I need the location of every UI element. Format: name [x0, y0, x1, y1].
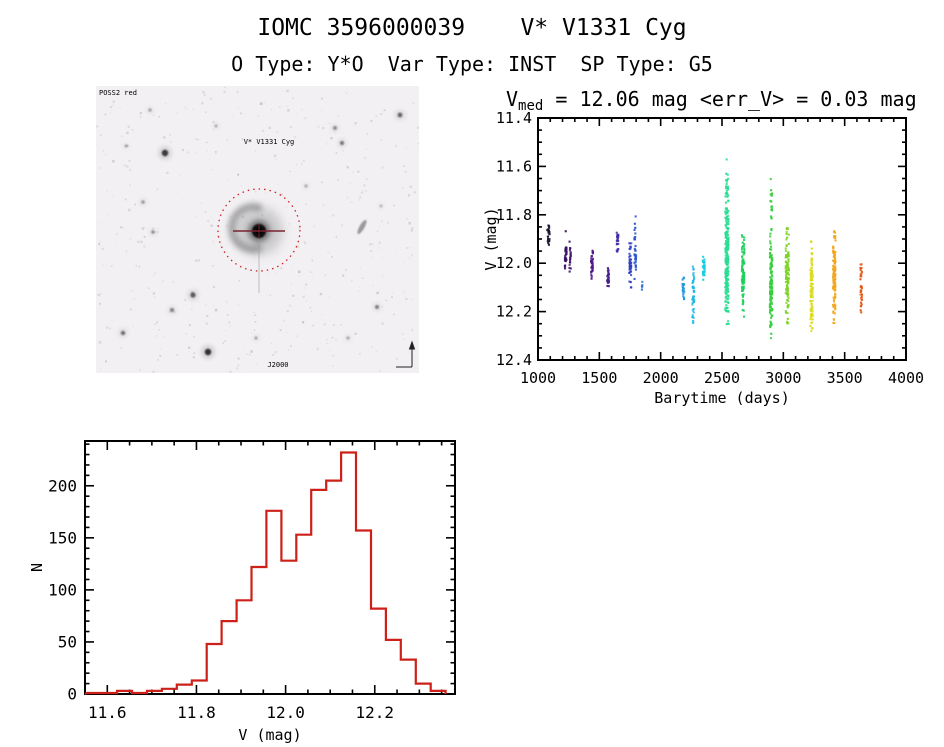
star [170, 308, 174, 312]
y-tick-label: 200 [48, 476, 77, 495]
lightcurve-plot: 1000 1500 2000 2500 3000 3500 4000 11.4 11.6 11.8… [482, 87, 924, 407]
axis-labels: 1000 1500 2000 2500 3000 3500 4000 11.4 11.6 11.8… [482, 87, 924, 407]
y-tick-label: 11.6 [496, 157, 532, 175]
y-tick-label: 100 [48, 580, 77, 599]
observation-cluster [701, 255, 706, 281]
page-title: IOMC 3596000039 V* V1331 Cyg [257, 15, 687, 41]
star [346, 336, 350, 340]
star [190, 292, 196, 298]
page-subtitle: O Type: Y*O Var Type: INST SP Type: G5 [231, 52, 713, 76]
observation-cluster [724, 158, 730, 326]
x-tick-label: 1500 [581, 369, 617, 387]
star [151, 230, 155, 234]
x-tick-label: 3000 [765, 369, 801, 387]
star [397, 112, 403, 118]
x-axis-title: V (mag) [238, 726, 301, 744]
y-tick-label: 150 [48, 528, 77, 547]
histogram-steps [84, 451, 447, 696]
observation-cluster [633, 215, 638, 280]
star [379, 204, 383, 208]
observation-cluster [859, 263, 863, 314]
star [254, 336, 258, 340]
observation-cluster [568, 240, 572, 273]
observation-cluster [628, 242, 633, 289]
axes [84, 440, 456, 695]
x-tick-label: 2500 [704, 369, 740, 387]
observation-cluster [691, 265, 696, 324]
observation-cluster [768, 178, 774, 340]
y-axis-title: N [28, 563, 46, 572]
observation-cluster [546, 224, 551, 246]
y-tick-label: 50 [58, 632, 77, 651]
y-tick-label: 11.4 [496, 109, 532, 127]
star [304, 184, 308, 188]
y-tick-label: 12.4 [496, 351, 532, 369]
observation-cluster [590, 249, 594, 280]
coords-label: J2000 [267, 361, 288, 369]
x-tick-label: 1000 [520, 369, 556, 387]
x-tick-label: 12.0 [266, 703, 305, 722]
star [148, 108, 152, 112]
observation-cluster [606, 267, 610, 288]
observation-cluster [563, 230, 568, 270]
star [333, 126, 337, 130]
observation-cluster [640, 280, 644, 291]
aperture-circle [217, 188, 301, 272]
observation-cluster [832, 230, 837, 325]
x-tick-label: 12.2 [355, 703, 394, 722]
observation-cluster [740, 234, 746, 318]
y-tick-label: 12.2 [496, 303, 532, 321]
star [141, 200, 145, 204]
compass-arrow [396, 340, 416, 368]
target-cross [233, 224, 285, 293]
data-points [546, 158, 863, 340]
x-axis-title: Barytime (days) [654, 389, 789, 407]
observation-cluster [681, 276, 686, 301]
x-tick-label: 11.8 [177, 703, 216, 722]
x-tick-label: 4000 [888, 369, 924, 387]
axis-labels: 11.6 11.8 12.0 12.2 0 50 100 150 200 V (mag) N [28, 476, 394, 744]
y-tick-label: 12.0 [496, 254, 532, 272]
star [375, 305, 379, 309]
y-tick-label: 0 [67, 685, 77, 704]
x-tick-label: 3500 [827, 369, 863, 387]
star [124, 144, 128, 148]
histogram-plot: 11.6 11.8 12.0 12.2 0 50 100 150 200 V (mag) N [28, 440, 456, 744]
field-stars [118, 106, 405, 359]
y-axis-title: V (mag) [482, 207, 500, 270]
survey-label: POSS2 red [99, 89, 137, 97]
star [120, 330, 126, 336]
x-tick-label: 2000 [643, 369, 679, 387]
finding-chart-image: POSS2 red V* V1331 Cyg J2000 [96, 86, 419, 373]
y-tick-label: 11.8 [496, 206, 532, 224]
star [340, 141, 344, 145]
reflection-arc [228, 203, 263, 253]
star [214, 124, 218, 128]
observation-cluster [784, 226, 790, 325]
star [204, 348, 212, 356]
streak-artifact [357, 219, 367, 235]
target-label: V* V1331 Cyg [244, 138, 295, 146]
observation-cluster [809, 240, 814, 332]
plot-title: Vmed = 12.06 mag <err_V> = 0.03 mag [506, 87, 917, 114]
x-tick-label: 11.6 [88, 703, 127, 722]
axes [537, 117, 907, 361]
observation-cluster [615, 231, 620, 253]
star [161, 149, 169, 157]
